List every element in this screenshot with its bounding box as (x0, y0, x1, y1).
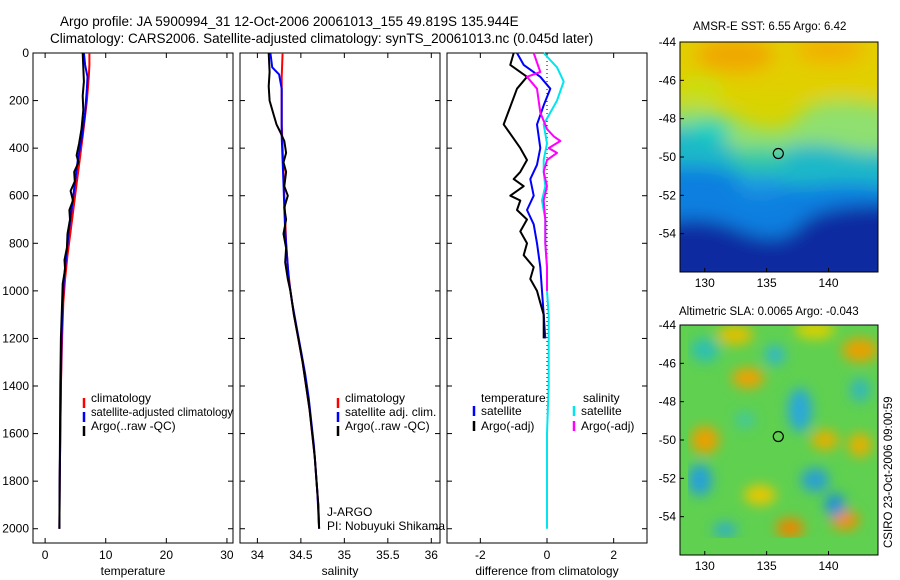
map-x-tick-label: 135 (757, 276, 777, 290)
project-label: J-ARGO (327, 505, 372, 519)
y-tick-label: 0 (22, 46, 29, 60)
x-tick-label: -2 (475, 548, 486, 562)
temperature-profile-panel: 0 200 400 600 800 1000 1200 1400 1600 1800 2000 0 10… (2, 46, 234, 578)
legend-header-salinity: salinity (583, 391, 620, 405)
map-y-tick-label: -50 (659, 433, 677, 447)
legend-label-sal-satellite: satellite (581, 404, 622, 418)
sst-map-axes: 130 135 140 -44 -46 -48 -50 -52 -54 (659, 35, 879, 290)
x-tick-label: 0 (42, 548, 49, 562)
x-tick-label: 0 (544, 548, 551, 562)
series-line-salinity-argo-adj- (526, 52, 562, 291)
x-tick-label: 30 (220, 548, 234, 562)
map-y-tick-label: -44 (659, 35, 677, 49)
legend-label-argo: Argo(..raw -QC) (345, 419, 430, 433)
map-y-tick-label: -48 (659, 395, 677, 409)
map-x-tick-label: 130 (695, 559, 715, 573)
legend-label-satellite: satellite adj. clim. (345, 405, 436, 419)
y-tick-label: 1200 (2, 331, 29, 345)
figure-title-line1: Argo profile: JA 5900994_31 12-Oct-2006 … (60, 14, 519, 29)
salinity-legend: climatology satellite adj. clim. Argo(..… (327, 391, 445, 533)
map-y-tick-label: -52 (659, 471, 677, 485)
series-line-satellite-adjusted-climatology (58, 52, 89, 529)
legend-header-temperature: temperature (481, 391, 546, 405)
sst-map-title: AMSR-E SST: 6.55 Argo: 6.42 (693, 21, 846, 33)
sst-map-image (680, 42, 878, 272)
x-tick-label: 35 (338, 548, 352, 562)
legend-label-sal-argo: Argo(-adj) (581, 419, 634, 433)
map-y-tick-label: -48 (659, 112, 677, 126)
map-y-tick-label: -46 (659, 73, 677, 87)
map-y-tick-label: -54 (659, 510, 677, 524)
y-tick-label: 200 (9, 94, 29, 108)
difference-x-axis-label: difference from climatology (475, 564, 618, 578)
legend-label-temp-argo: Argo(-adj) (481, 419, 534, 433)
map-x-tick-label: 135 (757, 559, 777, 573)
series-line-argo-raw-qc- (58, 52, 85, 529)
argo-location-marker (772, 147, 784, 160)
map-x-tick-label: 140 (818, 559, 838, 573)
legend-label-temp-satellite: satellite (481, 404, 522, 418)
side-timestamp-label: CSIRO 23-Oct-2006 09:00:59 (883, 397, 895, 549)
y-tick-label: 800 (9, 236, 29, 250)
salinity-plot-frame (239, 52, 441, 544)
map-y-tick-label: -46 (659, 356, 677, 370)
figure-title-line2: Climatology: CARS2006. Satellite-adjuste… (50, 31, 593, 46)
legend-label-satellite: satellite-adjusted climatology (91, 405, 233, 419)
pi-label: PI: Nobuyuki Shikama (327, 519, 445, 533)
x-tick-label: 10 (99, 548, 113, 562)
y-tick-label: 1000 (2, 284, 29, 298)
map-y-tick-label: -50 (659, 150, 677, 164)
sla-map-title: Altimetric SLA: 0.0065 Argo: -0.043 (679, 306, 859, 318)
y-tick-label: 1800 (2, 474, 29, 488)
map-x-tick-label: 140 (818, 276, 838, 290)
difference-profile-panel: -2 0 2 difference from climatology (446, 52, 648, 578)
y-tick-label: 1600 (2, 427, 29, 441)
series-line-argo-raw-qc- (267, 52, 321, 529)
sla-map-axes: 130 135 140 -44 -46 -48 -50 -52 -54 (659, 318, 879, 573)
x-tick-label: 20 (160, 548, 174, 562)
salinity-profile-panel: 34 34.5 35 35.5 36 salinity (239, 52, 441, 578)
legend-label-climatology: climatology (91, 391, 151, 405)
map-y-tick-label: -54 (659, 227, 677, 241)
difference-legend: temperature salinity satellite Argo(-adj… (472, 391, 634, 433)
y-tick-label: 400 (9, 141, 29, 155)
sla-map-image (680, 325, 878, 555)
y-tick-label: 2000 (2, 522, 29, 536)
series-line-temperature-argo-adj- (502, 52, 545, 339)
x-tick-label: 2 (610, 548, 617, 562)
salinity-x-axis-label: salinity (322, 564, 359, 578)
series-line-satellite-adj-clim- (269, 52, 321, 529)
x-tick-label: 34 (251, 548, 265, 562)
temperature-legend: climatology satellite-adjusted climatolo… (82, 391, 233, 436)
y-tick-label: 600 (9, 189, 29, 203)
temperature-x-axis-label: temperature (101, 564, 166, 578)
x-tick-label: 35.5 (376, 548, 400, 562)
argo-location-marker (772, 430, 784, 443)
legend-label-climatology: climatology (345, 391, 405, 405)
series-line-climatology (280, 52, 321, 529)
map-y-tick-label: -52 (659, 188, 677, 202)
legend-label-argo: Argo(..raw -QC) (91, 419, 176, 433)
temperature-plot-frame (32, 52, 234, 544)
x-tick-label: 36 (425, 548, 439, 562)
map-x-tick-label: 130 (695, 276, 715, 290)
map-y-tick-label: -44 (659, 318, 677, 332)
y-tick-label: 1400 (2, 379, 29, 393)
series-line-temperature-satellite (516, 52, 552, 339)
x-tick-label: 34.5 (289, 548, 313, 562)
